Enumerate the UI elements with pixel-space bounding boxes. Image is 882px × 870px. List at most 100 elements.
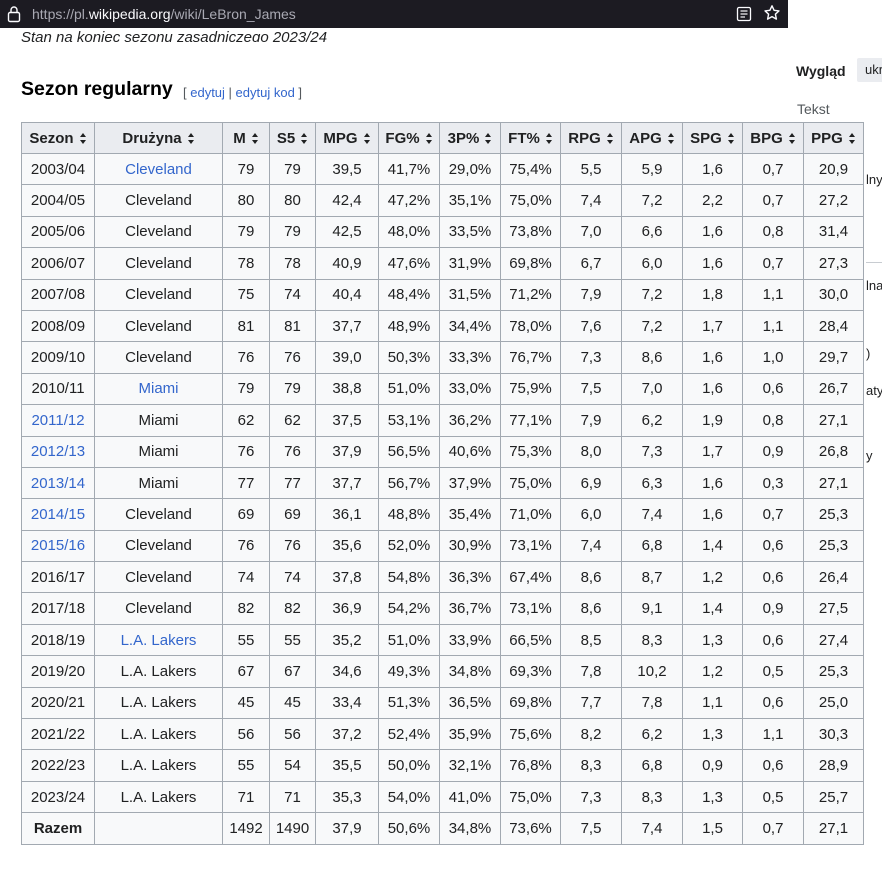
sort-arrows-icon[interactable] bbox=[363, 132, 371, 144]
season-link[interactable]: 2014/15 bbox=[21, 498, 95, 531]
column-header-bpg[interactable]: BPG bbox=[742, 122, 804, 154]
url-text[interactable]: https://pl.wikipedia.org/wiki/LeBron_Jam… bbox=[32, 6, 296, 22]
column-header-spg[interactable]: SPG bbox=[682, 122, 743, 154]
stat-cell: 8,6 bbox=[560, 592, 622, 625]
stat-cell: 40,4 bbox=[315, 278, 379, 311]
season-link[interactable]: 2011/12 bbox=[21, 404, 95, 437]
team-cell: L.A. Lakers bbox=[94, 780, 223, 814]
season-link[interactable]: 2012/13 bbox=[21, 435, 95, 468]
table-row: 2007/08 Cleveland 75 74 40,4 48,4% 31,5% 71,2% 7… bbox=[21, 278, 864, 311]
column-header-rpg[interactable]: RPG bbox=[560, 122, 622, 154]
sort-arrows-icon[interactable] bbox=[788, 132, 796, 144]
column-header-drużyna[interactable]: Drużyna bbox=[94, 122, 223, 154]
stat-cell: 74 bbox=[269, 561, 316, 594]
season-link[interactable]: 2015/16 bbox=[21, 529, 95, 563]
sort-arrows-icon[interactable] bbox=[848, 132, 856, 144]
stat-cell: 78 bbox=[222, 247, 270, 280]
appearance-hide-button[interactable]: ukr bbox=[857, 58, 882, 82]
stat-cell: 0,3 bbox=[742, 466, 804, 500]
stat-cell: 35,6 bbox=[315, 529, 379, 563]
stat-cell: 32,1% bbox=[439, 749, 501, 782]
stat-cell: 54,2% bbox=[378, 592, 440, 625]
season-cell: 2022/23 bbox=[21, 749, 95, 782]
sidebar-option-fragment-1[interactable]: lny bbox=[866, 172, 882, 187]
team-cell: Cleveland bbox=[94, 278, 223, 311]
sort-arrows-icon[interactable] bbox=[606, 132, 614, 144]
stat-cell: 41,7% bbox=[378, 152, 440, 186]
stat-cell: 77 bbox=[269, 466, 316, 500]
browser-url-bar[interactable]: https://pl.wikipedia.org/wiki/LeBron_Jam… bbox=[0, 0, 788, 28]
stat-cell: 71 bbox=[269, 780, 316, 814]
sidebar-option-fragment-5[interactable]: y bbox=[866, 448, 873, 463]
stat-cell: 36,7% bbox=[439, 592, 501, 625]
stat-cell: 0,8 bbox=[742, 404, 804, 437]
season-cell: 2017/18 bbox=[21, 592, 95, 625]
stat-cell: 42,4 bbox=[315, 184, 379, 217]
stat-cell: 47,2% bbox=[378, 184, 440, 217]
stat-cell: 79 bbox=[222, 215, 270, 249]
stat-cell: 37,8 bbox=[315, 561, 379, 594]
team-cell: Miami bbox=[94, 404, 223, 437]
appearance-title: Wygląd bbox=[796, 63, 846, 79]
stat-cell: 75,0% bbox=[500, 184, 561, 217]
column-header-ft-[interactable]: FT% bbox=[500, 122, 561, 154]
stat-cell: 80 bbox=[269, 184, 316, 217]
column-header-s5[interactable]: S5 bbox=[269, 122, 316, 154]
stat-cell: 7,2 bbox=[621, 278, 683, 311]
sort-arrows-icon[interactable] bbox=[667, 132, 675, 144]
stat-cell: 29,7 bbox=[803, 341, 864, 374]
stat-cell: 56 bbox=[269, 718, 316, 751]
bookmark-star-icon[interactable] bbox=[763, 4, 781, 22]
team-link[interactable]: Miami bbox=[94, 372, 223, 406]
edit-separator: | bbox=[224, 85, 236, 100]
sort-arrows-icon[interactable] bbox=[301, 132, 308, 144]
edit-link[interactable]: edytuj bbox=[190, 85, 225, 100]
stat-cell: 50,3% bbox=[378, 341, 440, 374]
stat-cell: 0,7 bbox=[742, 184, 804, 217]
regular-season-stats-table: Sezon Drużyna M S5 MPG FG% 3P% FT% RPG APG SPG BPG P… bbox=[21, 122, 864, 845]
stat-cell: 7,9 bbox=[560, 278, 622, 311]
team-link[interactable]: Cleveland bbox=[94, 152, 223, 186]
sort-arrows-icon[interactable] bbox=[187, 132, 195, 144]
table-row: 2022/23 L.A. Lakers 55 54 35,5 50,0% 32,1% 76,8… bbox=[21, 749, 864, 782]
stat-cell: 0,7 bbox=[742, 247, 804, 280]
sidebar-option-fragment-4[interactable]: aty bbox=[866, 383, 882, 398]
reader-view-icon[interactable] bbox=[736, 6, 752, 22]
stat-cell: 0,6 bbox=[742, 749, 804, 782]
sort-arrows-icon[interactable] bbox=[545, 132, 553, 144]
column-header-apg[interactable]: APG bbox=[621, 122, 683, 154]
header-content: APG bbox=[629, 130, 675, 147]
column-header-3p-[interactable]: 3P% bbox=[439, 122, 501, 154]
stat-cell: 69,8% bbox=[500, 247, 561, 280]
stat-cell: 8,6 bbox=[560, 561, 622, 594]
table-row: 2014/15 Cleveland 69 69 36,1 48,8% 35,4% 71,0% 6… bbox=[21, 498, 864, 531]
stat-cell: 0,7 bbox=[742, 498, 804, 531]
team-link[interactable]: L.A. Lakers bbox=[94, 623, 223, 657]
sort-arrows-icon[interactable] bbox=[485, 132, 492, 144]
column-header-m[interactable]: M bbox=[222, 122, 270, 154]
stat-cell: 42,5 bbox=[315, 215, 379, 249]
column-header-sezon[interactable]: Sezon bbox=[21, 122, 95, 154]
stat-cell: 7,4 bbox=[560, 529, 622, 563]
edit-code-link[interactable]: edytuj kod bbox=[235, 85, 295, 100]
stat-cell: 74 bbox=[269, 278, 316, 311]
column-header-ppg[interactable]: PPG bbox=[803, 122, 864, 154]
stat-cell: 55 bbox=[222, 623, 270, 657]
stat-cell: 51,0% bbox=[378, 372, 440, 406]
column-header-mpg[interactable]: MPG bbox=[315, 122, 379, 154]
column-header-fg-[interactable]: FG% bbox=[378, 122, 440, 154]
stat-cell: 7,8 bbox=[560, 655, 622, 688]
sort-arrows-icon[interactable] bbox=[79, 132, 87, 144]
stat-cell: 74 bbox=[222, 561, 270, 594]
season-cell: 2005/06 bbox=[21, 215, 95, 249]
team-cell: Miami bbox=[94, 435, 223, 468]
sidebar-option-fragment-2[interactable]: lna bbox=[866, 278, 882, 293]
stat-cell: 69 bbox=[269, 498, 316, 531]
sort-arrows-icon[interactable] bbox=[727, 132, 735, 144]
stat-cell: 1,7 bbox=[682, 309, 743, 343]
sort-arrows-icon[interactable] bbox=[251, 132, 259, 144]
sort-arrows-icon[interactable] bbox=[425, 132, 433, 144]
stat-cell: 25,0 bbox=[803, 686, 864, 720]
stat-cell: 62 bbox=[269, 404, 316, 437]
season-link[interactable]: 2013/14 bbox=[21, 466, 95, 500]
